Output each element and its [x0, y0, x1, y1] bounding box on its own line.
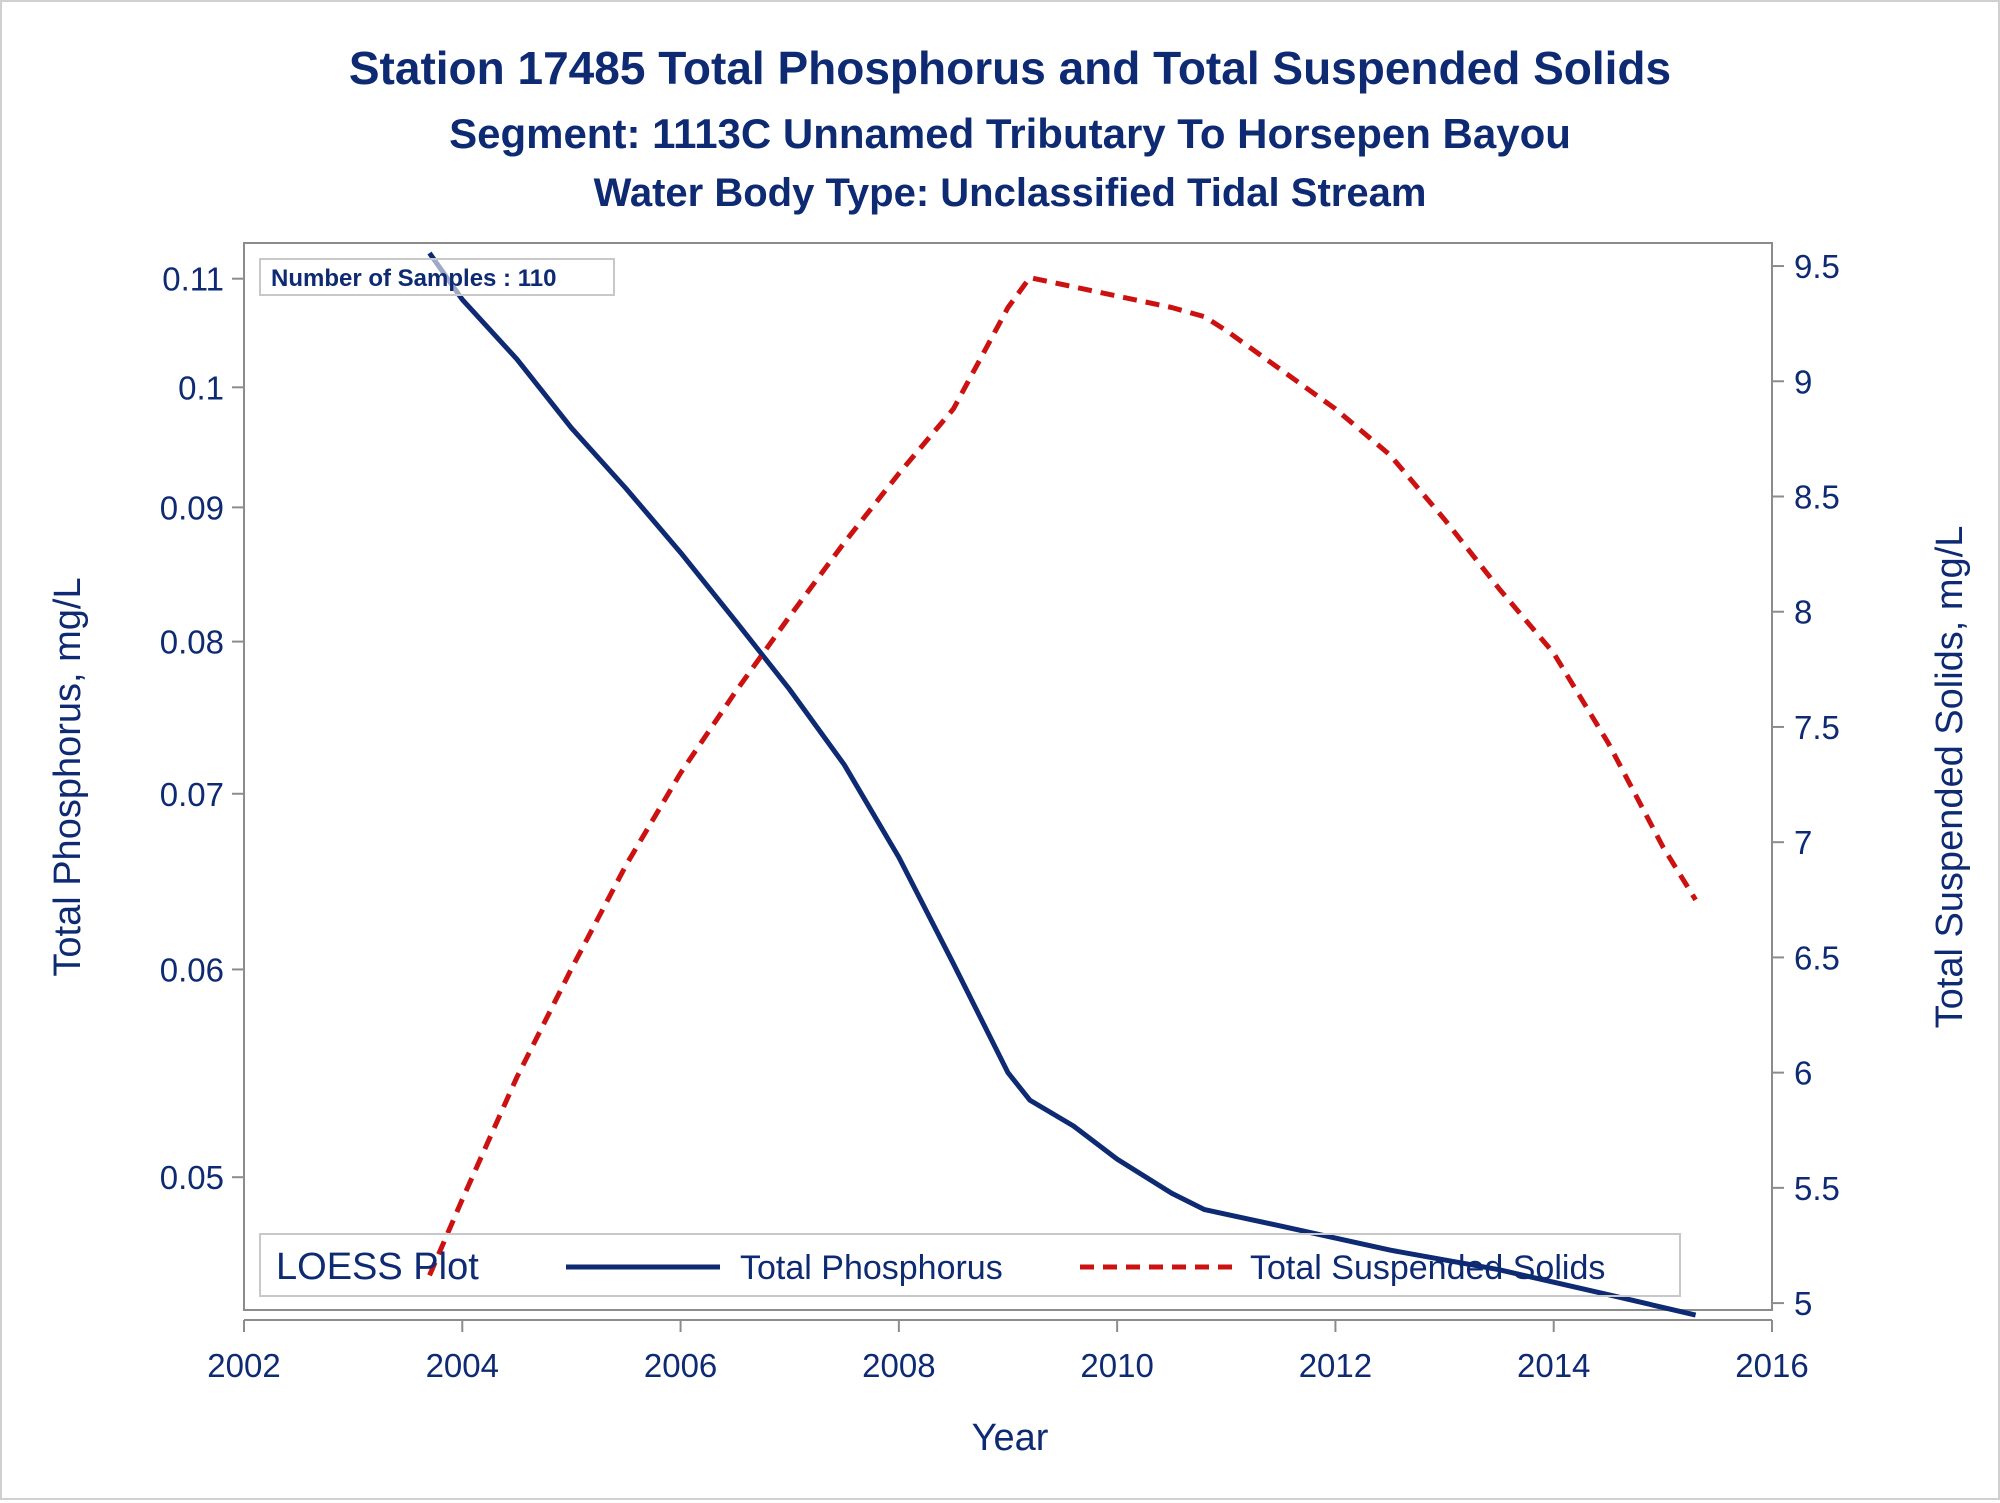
x-tick-label: 2010: [1080, 1347, 1153, 1384]
x-axis-label: Year: [972, 1417, 1049, 1459]
sample-count-text: Number of Samples : 110: [271, 265, 556, 292]
x-tick-label: 2008: [862, 1347, 935, 1384]
y-left-tick-label: 0.05: [160, 1159, 224, 1196]
y-right-tick-label: 7.5: [1794, 709, 1840, 746]
legend-entry-tss: Total Suspended Solids: [1250, 1249, 1605, 1287]
series-line-total-phosphorus: [427, 251, 1697, 1318]
y-right-tick-label: 8.5: [1794, 478, 1840, 515]
y-left-tick-label: 0.11: [162, 261, 224, 298]
y-right-tick-label: 5.5: [1794, 1170, 1840, 1207]
y-left-tick-label: 0.08: [160, 624, 224, 661]
y-left-tick-label: 0.1: [178, 369, 224, 406]
chart-subtitle-2: Water Body Type: Unclassified Tidal Stre…: [594, 171, 1427, 215]
y-right-tick-label: 7: [1794, 824, 1812, 861]
legend-border: [259, 1233, 1681, 1297]
legend: LOESS Plot Total Phosphorus Total Suspen…: [259, 1233, 1681, 1297]
x-tick-label: 2016: [1735, 1347, 1808, 1384]
y-left-tick-label: 0.07: [160, 776, 224, 813]
x-tick-label: 2014: [1517, 1347, 1590, 1384]
axes: 2002 2004 2006 2008 2010 2012 2014 2016 0.05 0.06…: [160, 248, 1840, 1384]
y-right-tick-label: 9.5: [1794, 248, 1840, 285]
y-right-tick-label: 5: [1794, 1285, 1812, 1322]
x-tick-label: 2006: [644, 1347, 717, 1384]
x-tick-label: 2012: [1299, 1347, 1372, 1384]
sample-count-border: [259, 258, 615, 296]
series-line-total-suspended-solids: [427, 275, 1698, 1277]
x-tick-label: 2002: [207, 1347, 280, 1384]
legend-title: LOESS Plot: [276, 1246, 479, 1288]
series: [427, 251, 1698, 1318]
x-tick-label: 2004: [426, 1347, 499, 1384]
chart-subtitle: Segment: 1113C Unnamed Tributary To Hors…: [449, 110, 1571, 157]
y-right-tick-label: 8: [1794, 594, 1812, 631]
plot-area: [243, 242, 1773, 1311]
chart-title: Station 17485 Total Phosphorus and Total…: [349, 42, 1671, 94]
sample-count-box: Number of Samples : 110: [259, 258, 615, 296]
y-left-tick-label: 0.06: [160, 951, 224, 988]
y-axis-label-right: Total Suspended Solids, mg/L: [1929, 526, 1971, 1029]
y-right-tick-label: 6.5: [1794, 939, 1840, 976]
y-right-tick-label: 9: [1794, 363, 1812, 400]
y-right-tick-label: 6: [1794, 1055, 1812, 1092]
y-left-tick-label: 0.09: [160, 489, 224, 526]
legend-entry-phosphorus: Total Phosphorus: [740, 1249, 1003, 1287]
y-axis-label-left: Total Phosphorus, mg/L: [47, 577, 89, 976]
